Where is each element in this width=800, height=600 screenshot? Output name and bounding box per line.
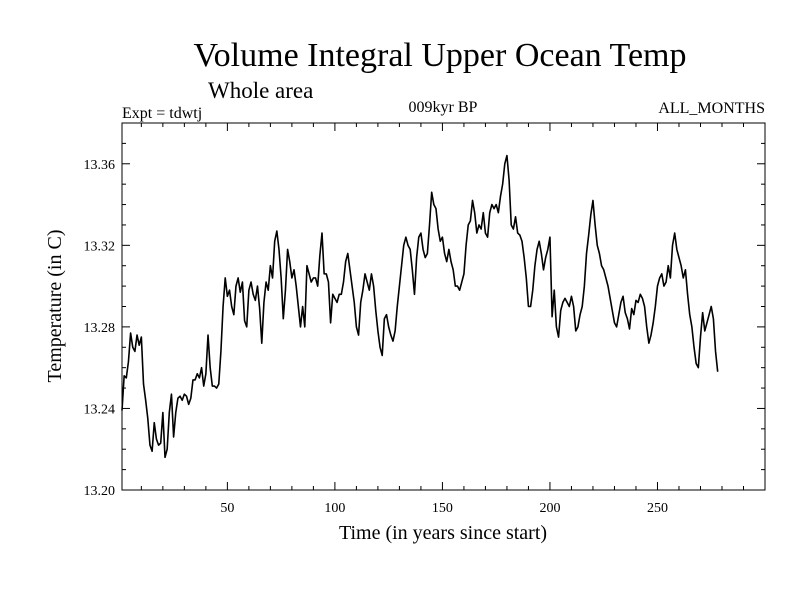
y-tick-label: 13.32: [84, 239, 116, 254]
y-tick-label: 13.36: [84, 158, 116, 173]
y-tick-label: 13.20: [84, 484, 116, 499]
x-tick-label: 50: [220, 501, 234, 516]
y-tick-label: 13.24: [84, 402, 116, 417]
x-tick-label: 150: [432, 501, 453, 516]
chart-title: Volume Integral Upper Ocean Temp: [194, 37, 687, 74]
period-label: 009kyr BP: [409, 99, 478, 116]
x-tick-label: 250: [647, 501, 668, 516]
experiment-label: Expt = tdwtj: [122, 105, 202, 122]
y-tick-labels: 13.20 13.24 13.28 13.32 13.36: [84, 158, 116, 499]
chart-subtitle: Whole area: [208, 78, 313, 103]
plot-frame: [121, 122, 766, 491]
x-tick-labels: 50 100 150 200 250: [220, 501, 668, 516]
x-axis-label: Time (in years since start): [339, 522, 547, 544]
temperature-series-line: [121, 154, 719, 459]
y-axis-label: Temperature (in C): [44, 230, 66, 383]
x-tick-label: 200: [539, 501, 560, 516]
months-label: ALL_MONTHS: [658, 100, 765, 117]
axis-ticks: [122, 123, 765, 490]
y-tick-label: 13.28: [84, 321, 116, 336]
x-tick-label: 100: [324, 501, 345, 516]
